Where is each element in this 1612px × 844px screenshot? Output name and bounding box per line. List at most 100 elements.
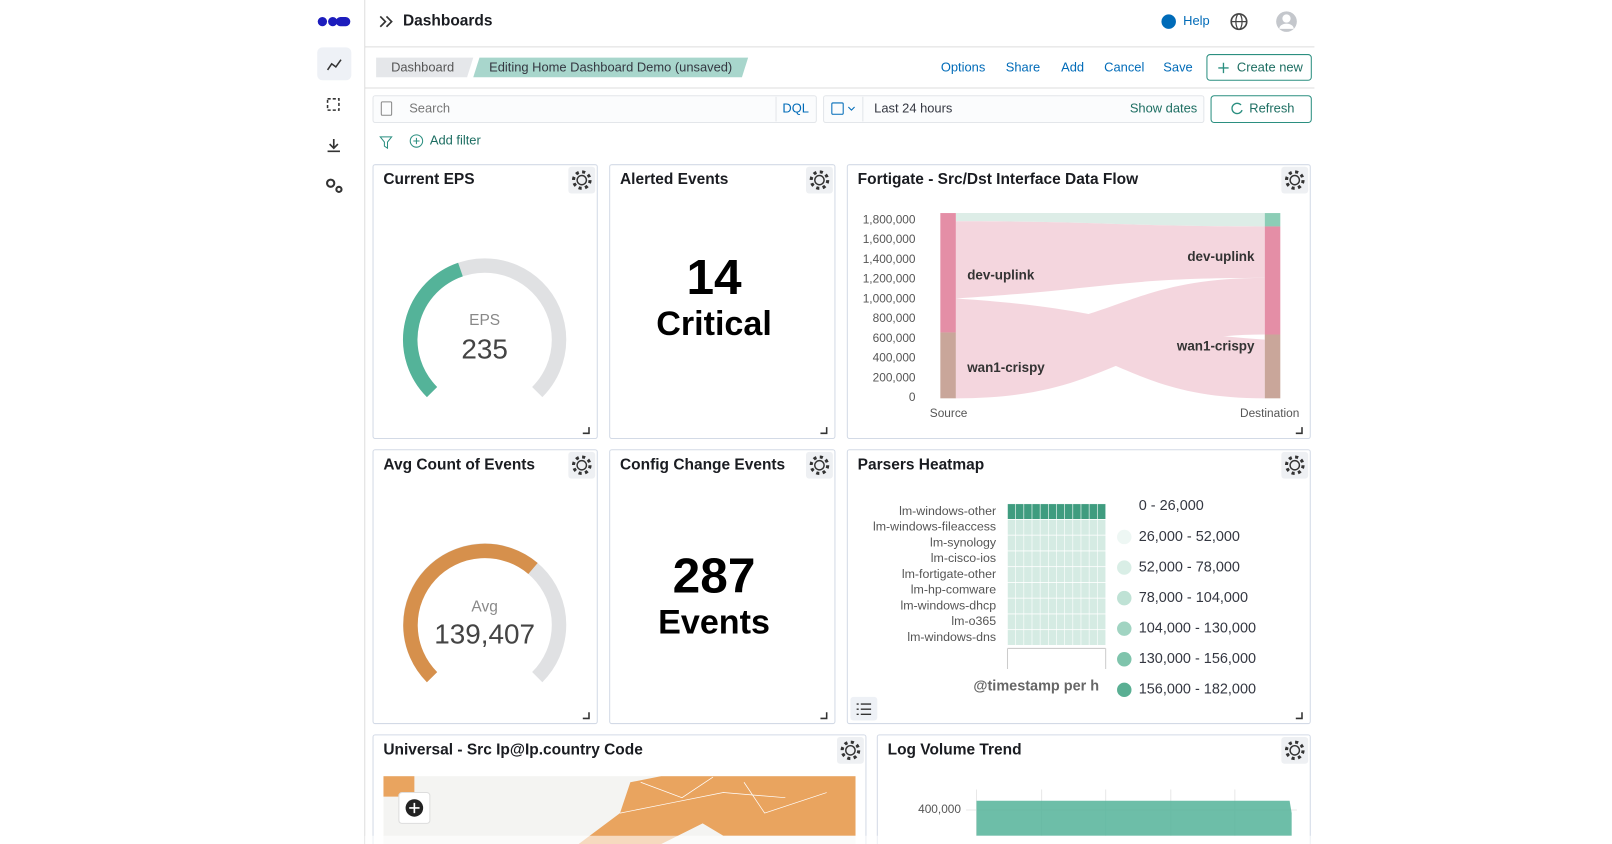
- user-avatar[interactable]: [1276, 11, 1297, 32]
- legend-swatch: [1117, 499, 1132, 514]
- x-axis-label: Destination: [1240, 406, 1299, 420]
- menu-toggle[interactable]: [379, 15, 393, 28]
- page-title: Dashboards: [403, 13, 492, 30]
- gauge-value: 235: [461, 333, 508, 364]
- time-range: Last 24 hours: [874, 101, 952, 116]
- row-label: lm-fortigate-other: [902, 567, 996, 581]
- filter-icon: [379, 136, 393, 150]
- panel: [846, 164, 1311, 439]
- nav-discover[interactable]: [326, 98, 340, 111]
- y-tick-label: 1,800,000: [863, 212, 916, 226]
- x-axis-label: Source: [930, 406, 968, 420]
- area-chart: [966, 789, 1297, 836]
- panel-options-button[interactable]: [568, 166, 596, 194]
- row-label: lm-o365: [951, 614, 996, 628]
- y-tick-label: 400,000: [873, 351, 916, 365]
- gear-icon: [809, 455, 830, 476]
- plus-icon: [413, 137, 420, 145]
- y-tick-label: 0: [909, 390, 916, 404]
- legend-label: 0 - 26,000: [1139, 498, 1204, 514]
- gauge-value: 139,407: [434, 618, 535, 649]
- y-tick-label: 200,000: [873, 370, 916, 384]
- panel-options-button[interactable]: [1281, 736, 1309, 764]
- gauge-fill: [403, 543, 538, 683]
- gear-icon: [1289, 459, 1301, 471]
- row-label: lm-cisco-ios: [931, 551, 996, 565]
- gear-icon: [1289, 174, 1301, 186]
- nav-download[interactable]: [327, 138, 340, 153]
- gear-icon: [814, 174, 825, 186]
- show-dates[interactable]: Show dates: [1130, 101, 1197, 116]
- x-axis: [1006, 647, 1107, 670]
- date-picker[interactable]: [823, 95, 1205, 123]
- refresh-button[interactable]: [1210, 95, 1312, 123]
- resize-handle[interactable]: [1295, 427, 1303, 435]
- logo: [317, 16, 351, 27]
- y-tick-label: 1,000,000: [863, 291, 916, 305]
- action-share[interactable]: Share: [1006, 59, 1040, 74]
- action-options[interactable]: Options: [941, 59, 985, 74]
- resize-handle[interactable]: [820, 427, 828, 435]
- panel-title: Avg Count of Events: [383, 456, 535, 473]
- y-tick-label: 600,000: [873, 331, 916, 345]
- add-filter[interactable]: Add filter: [430, 132, 482, 147]
- row-label: lm-hp-comware: [911, 583, 996, 597]
- create-new-button[interactable]: [1206, 54, 1312, 81]
- nav-settings[interactable]: [326, 178, 343, 193]
- panel-title: Config Change Events: [620, 456, 785, 473]
- y-tick-label: 400,000: [918, 802, 961, 816]
- y-tick-label: 1,600,000: [863, 232, 916, 246]
- sankey-node: [1264, 213, 1281, 227]
- gear-icon: [571, 455, 592, 476]
- search-placeholder: Search: [409, 101, 450, 116]
- gear-icon: [576, 459, 588, 471]
- gear-icon: [1284, 455, 1305, 476]
- list-icon: [856, 703, 872, 715]
- resize-handle[interactable]: [820, 712, 828, 720]
- resize-handle[interactable]: [1295, 712, 1303, 720]
- help-icon: [1161, 14, 1176, 29]
- panel-options-button[interactable]: [806, 451, 833, 479]
- action-cancel[interactable]: Cancel: [1104, 59, 1144, 74]
- breadcrumb[interactable]: [376, 57, 474, 78]
- sankey-node-label: dev-uplink: [1187, 249, 1255, 264]
- y-tick-label: 1,400,000: [863, 252, 916, 266]
- panel-options-button[interactable]: [837, 736, 864, 764]
- gauge-label: Avg: [471, 598, 497, 615]
- panel-options-button[interactable]: [806, 166, 833, 194]
- help-link[interactable]: Help: [1183, 13, 1210, 28]
- gear-icon: [1284, 740, 1305, 761]
- resize-handle[interactable]: [582, 427, 590, 435]
- panel-options-button[interactable]: [1281, 451, 1309, 479]
- gear-icon: [576, 174, 588, 186]
- nav-visualize[interactable]: [317, 47, 352, 81]
- gear-icon: [1289, 744, 1301, 756]
- gauge-fill: [403, 262, 463, 398]
- row-label: lm-synology: [930, 535, 997, 549]
- sankey-node: [940, 332, 956, 399]
- calendar-icon: [831, 102, 844, 115]
- x-axis-label: @timestamp per h: [973, 678, 1099, 694]
- action-save[interactable]: Save: [1163, 59, 1192, 74]
- language-button[interactable]: [1230, 13, 1248, 31]
- breadcrumb-label: Dashboard: [391, 59, 454, 74]
- refresh-icon: [1231, 102, 1243, 115]
- add-filter-icon: [409, 134, 424, 148]
- legend-label: 130,000 - 156,000: [1139, 651, 1256, 667]
- legend-label: 52,000 - 78,000: [1139, 559, 1240, 575]
- gauge-label: EPS: [469, 312, 500, 329]
- search-box[interactable]: [372, 95, 817, 123]
- sankey-flows: [955, 213, 1265, 399]
- panel-options-button[interactable]: [1281, 166, 1309, 194]
- legend-label: 26,000 - 52,000: [1139, 529, 1240, 545]
- plus-icon: [1218, 62, 1229, 74]
- resize-handle[interactable]: [582, 712, 590, 720]
- language-toggle[interactable]: DQL: [782, 101, 809, 116]
- breadcrumb-current: [473, 57, 749, 78]
- action-add[interactable]: Add: [1061, 59, 1084, 74]
- heatmap: lm-windows-otherlm-windows-fileaccesslm-…: [873, 498, 1256, 697]
- panel: [609, 449, 836, 725]
- panel-options-button[interactable]: [568, 451, 596, 479]
- map: [383, 776, 856, 844]
